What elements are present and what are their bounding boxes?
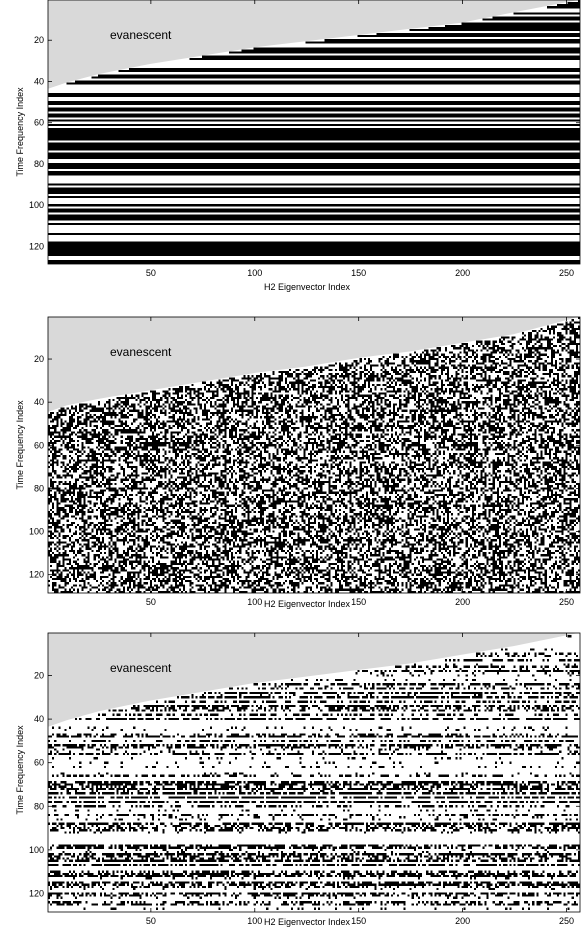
- heatmap-cells: [48, 317, 580, 593]
- y-tick-label: 120: [29, 241, 44, 251]
- y-tick-label: 60: [34, 118, 44, 128]
- heatmap-plot-area: [47, 316, 581, 594]
- x-axis-title: H2 Eigenvector Index: [264, 917, 351, 927]
- x-tick-label: 100: [247, 916, 262, 926]
- x-tick-label: 250: [559, 597, 574, 607]
- plot-frame: [47, 0, 581, 265]
- heatmap-cells: [48, 635, 580, 910]
- x-tick-label: 50: [146, 268, 156, 278]
- y-tick-label: 100: [29, 200, 44, 210]
- x-tick-label: 100: [247, 597, 262, 607]
- chart-panel-3: evanescent 50 100 150 200 250 20 40 60 80 100 120…: [15, 632, 581, 927]
- x-tick-label: 100: [247, 268, 262, 278]
- x-axis-ticks: 50 100 150 200 250: [146, 0, 574, 278]
- y-tick-label: 60: [34, 440, 44, 450]
- y-tick-label: 20: [34, 354, 44, 364]
- heatmap-plot-area: [47, 0, 581, 265]
- y-tick-label: 60: [34, 758, 44, 768]
- y-axis-ticks: 20 40 60 80 100 120: [29, 35, 580, 251]
- evanescent-label: evanescent: [110, 28, 172, 42]
- y-tick-label: 40: [34, 397, 44, 407]
- heatmap-plot-area: [47, 632, 581, 913]
- x-tick-label: 200: [455, 916, 470, 926]
- evanescent-label: evanescent: [110, 345, 172, 359]
- chart-panel-1: evanescent 50 100 150 200 250 20 40 60 80 100 120…: [15, 0, 581, 292]
- plot-frame: [47, 632, 581, 913]
- x-tick-label: 50: [146, 597, 156, 607]
- y-tick-label: 100: [29, 527, 44, 537]
- y-tick-label: 40: [34, 76, 44, 86]
- x-tick-label: 250: [559, 916, 574, 926]
- y-axis-title: Time Frequency Index: [15, 725, 25, 815]
- y-axis-ticks: 20 40 60 80 100 120: [29, 671, 580, 898]
- y-axis-ticks: 20 40 60 80 100 120: [29, 354, 580, 580]
- x-axis-title: H2 Eigenvector Index: [264, 282, 351, 292]
- y-tick-label: 80: [34, 483, 44, 493]
- chart-panel-2: evanescent 50 100 150 200 250 20 40 60 80 100 120…: [15, 316, 581, 609]
- x-axis-ticks: 50 100 150 200 250: [146, 633, 574, 926]
- y-tick-label: 120: [29, 888, 44, 898]
- y-axis-title: Time Frequency Index: [15, 400, 25, 490]
- x-tick-label: 150: [351, 597, 366, 607]
- evanescent-region: [48, 0, 580, 89]
- y-tick-label: 80: [34, 159, 44, 169]
- evanescent-label: evanescent: [110, 661, 172, 675]
- x-tick-label: 250: [559, 268, 574, 278]
- x-tick-label: 200: [455, 268, 470, 278]
- y-tick-label: 20: [34, 671, 44, 681]
- plot-frame: [47, 316, 581, 594]
- heatmap-cells: [48, 0, 581, 264]
- y-tick-label: 40: [34, 714, 44, 724]
- x-axis-ticks: 50 100 150 200 250: [146, 317, 574, 607]
- x-tick-label: 200: [455, 597, 470, 607]
- x-axis-title: H2 Eigenvector Index: [264, 599, 351, 609]
- y-tick-label: 20: [34, 35, 44, 45]
- y-tick-label: 80: [34, 801, 44, 811]
- evanescent-region: [48, 633, 580, 727]
- evanescent-region: [48, 317, 580, 412]
- x-tick-label: 150: [351, 268, 366, 278]
- y-tick-label: 100: [29, 845, 44, 855]
- y-axis-title: Time Frequency Index: [15, 87, 25, 177]
- x-tick-label: 150: [351, 916, 366, 926]
- x-tick-label: 50: [146, 916, 156, 926]
- y-tick-label: 120: [29, 570, 44, 580]
